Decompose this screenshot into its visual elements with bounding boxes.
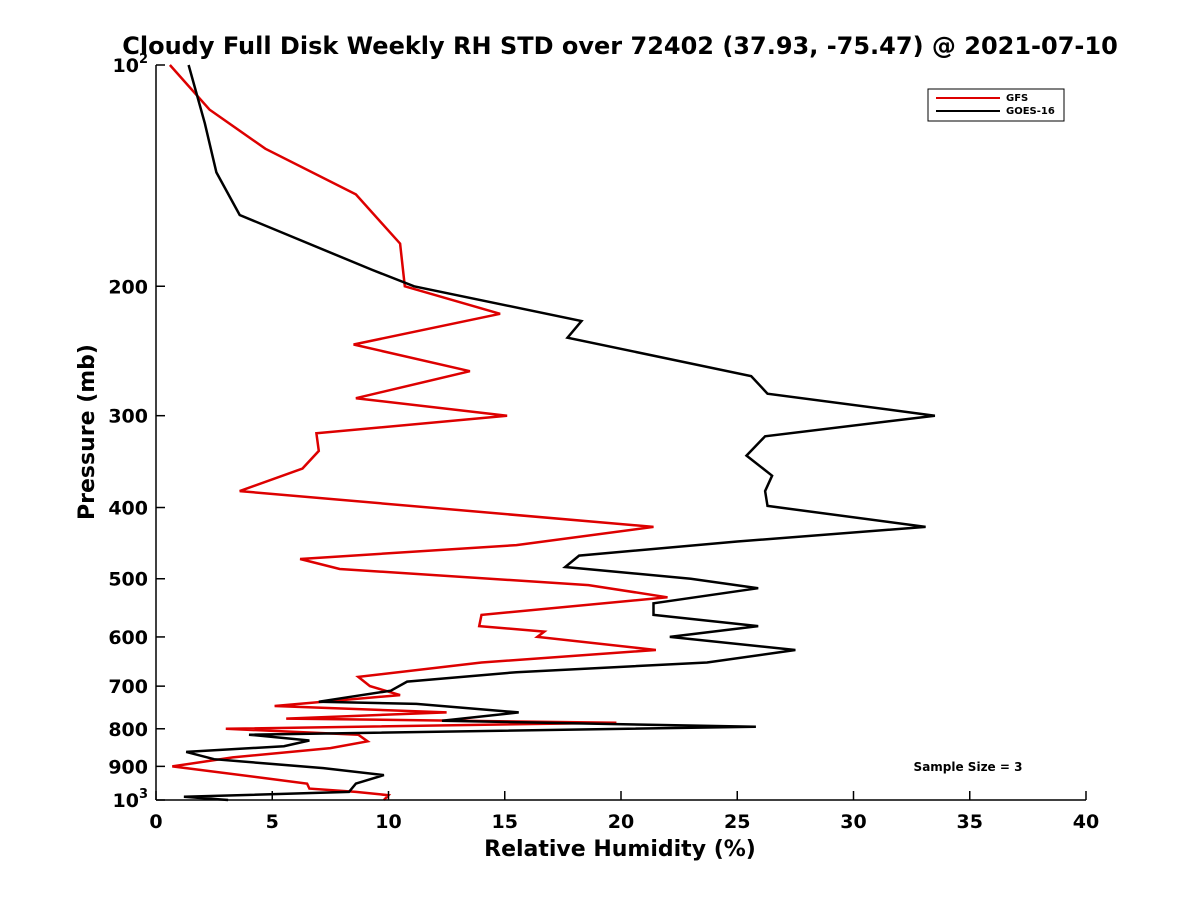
- series-line-gfs: [168, 64, 668, 801]
- y-axis-label: Pressure (mb): [75, 344, 100, 520]
- x-tick-label: 40: [1073, 811, 1099, 833]
- y-tick-label: 900: [108, 756, 148, 778]
- legend-box: [927, 88, 1065, 122]
- y-ticks: 102 200 300 400 500 600 700 800 900 103: [108, 52, 165, 812]
- series-layer: [168, 64, 936, 802]
- legend: GFS GOES-16: [927, 88, 1065, 122]
- y-tick-label: 300: [108, 406, 148, 428]
- y-tick-label: 500: [108, 569, 148, 591]
- y-tick-label: 600: [108, 627, 148, 649]
- x-tick-label: 0: [149, 811, 162, 833]
- y-tick-label: 102: [113, 52, 149, 77]
- x-tick-label: 5: [266, 811, 279, 833]
- legend-label-gfs: GFS: [1006, 93, 1028, 104]
- x-tick-label: 10: [375, 811, 401, 833]
- x-tick-label: 25: [724, 811, 750, 833]
- plot-area: [156, 65, 1086, 800]
- chart-title: Cloudy Full Disk Weekly RH STD over 7240…: [122, 32, 1118, 60]
- y-tick-label: 700: [108, 676, 148, 698]
- x-ticks: 0 5 10 15 20 25 30 35 40: [149, 791, 1099, 833]
- y-tick-label: 800: [108, 719, 148, 741]
- x-tick-label: 20: [608, 811, 634, 833]
- x-axis-label: Relative Humidity (%): [484, 837, 756, 862]
- y-tick-label: 400: [108, 498, 148, 520]
- sample-size-annotation: Sample Size = 3: [914, 760, 1023, 774]
- x-tick-label: 15: [492, 811, 518, 833]
- series-line-goes-16: [183, 64, 936, 802]
- y-tick-label: 103: [113, 787, 149, 812]
- y-tick-label: 200: [108, 276, 148, 298]
- x-tick-label: 35: [957, 811, 983, 833]
- x-tick-label: 30: [840, 811, 866, 833]
- legend-label-goes16: GOES-16: [1006, 106, 1055, 117]
